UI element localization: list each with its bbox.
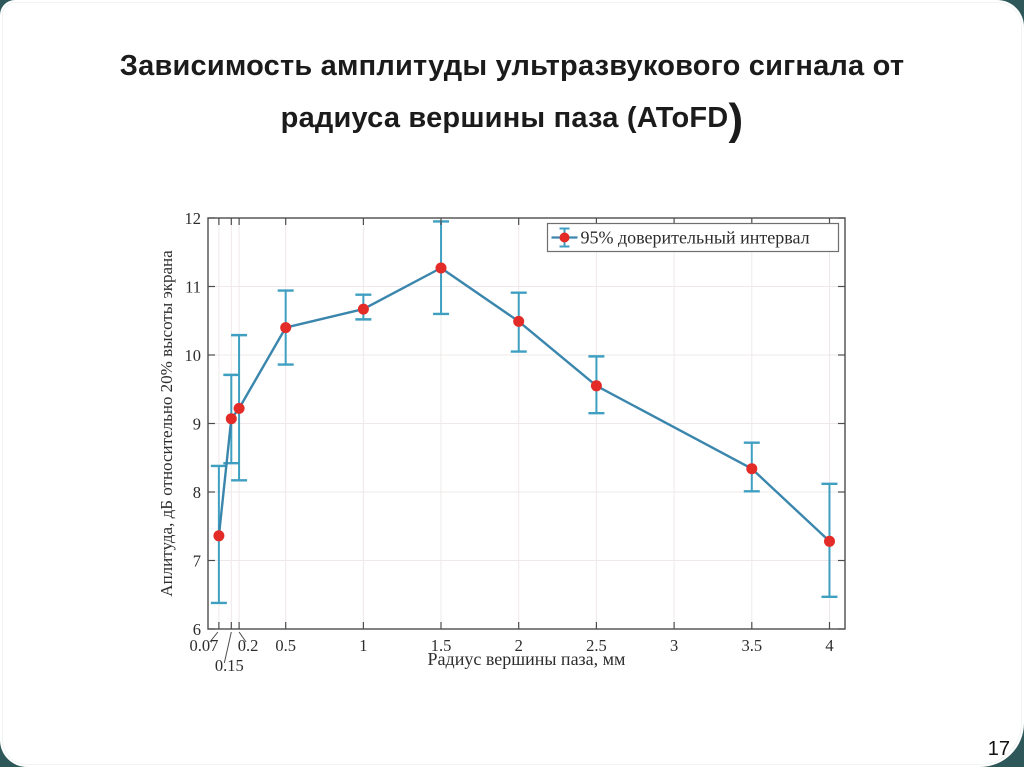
tick-leader-line bbox=[223, 631, 232, 664]
x-tick-label: 2.5 bbox=[586, 636, 607, 655]
data-point-marker bbox=[435, 262, 447, 274]
page-number: 17 bbox=[987, 738, 1010, 760]
y-tick-label: 6 bbox=[193, 620, 201, 639]
x-tick-label: 0.15 bbox=[215, 656, 244, 675]
data-point-marker bbox=[590, 380, 602, 392]
y-tick-label: 12 bbox=[185, 209, 202, 228]
data-point-marker bbox=[225, 413, 237, 425]
tick-leader-line bbox=[209, 631, 219, 643]
tick-leader-line bbox=[238, 631, 247, 643]
data-point-marker bbox=[357, 303, 369, 315]
slide-title: Зависимость амплитуды ультразвукового си… bbox=[30, 40, 994, 144]
y-tick-label: 7 bbox=[193, 552, 201, 571]
y-tick-label: 11 bbox=[185, 278, 201, 297]
slide-title-line2: радиуса вершины паза (AToFD) bbox=[280, 95, 744, 144]
x-axis-label: Радиус вершины паза, мм bbox=[428, 649, 626, 669]
data-point-marker bbox=[824, 535, 835, 547]
y-tick-label: 10 bbox=[185, 346, 202, 365]
x-tick-label: 0.07 bbox=[189, 636, 218, 655]
x-tick-label: 2 bbox=[515, 636, 523, 655]
closing-paren: ) bbox=[728, 95, 744, 144]
x-tick-label: 0.2 bbox=[238, 636, 259, 655]
slide-title-line1: Зависимость амплитуды ультразвукового си… bbox=[119, 50, 905, 82]
data-point-marker bbox=[233, 402, 245, 414]
data-point-marker bbox=[213, 530, 225, 542]
y-axis-label: Аплитуда, дБ относительно 20% высоты экр… bbox=[157, 250, 176, 597]
x-tick-label: 1.5 bbox=[431, 636, 452, 655]
legend-marker-sample bbox=[559, 232, 570, 243]
data-point-marker bbox=[513, 315, 525, 327]
data-point-marker bbox=[280, 322, 292, 334]
x-tick-label: 3.5 bbox=[741, 636, 762, 655]
legend-label: 95% доверительный интервал bbox=[581, 228, 810, 248]
legend-box bbox=[546, 222, 840, 253]
legend: 95% доверительный интервал bbox=[546, 222, 840, 253]
y-tick-label: 8 bbox=[193, 483, 201, 502]
x-tick-label: 4 bbox=[825, 636, 833, 655]
y-tick-label: 9 bbox=[193, 415, 201, 434]
x-tick-label: 0.5 bbox=[275, 636, 296, 655]
series-line bbox=[217, 266, 831, 543]
data-point-marker bbox=[746, 463, 758, 475]
x-tick-label: 3 bbox=[670, 636, 678, 655]
x-tick-label: 1 bbox=[359, 636, 367, 655]
